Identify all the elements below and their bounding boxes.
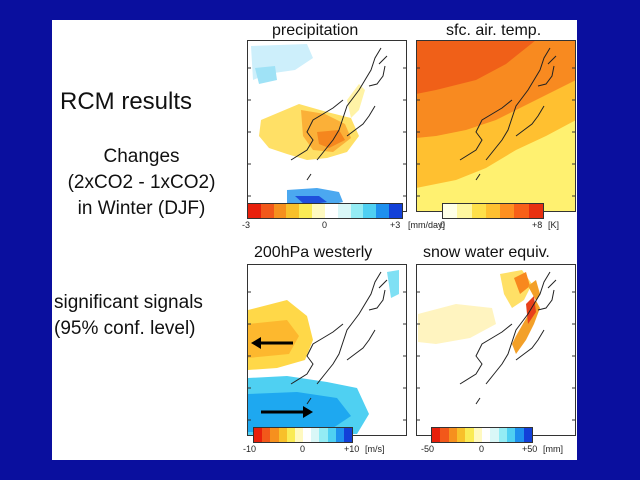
colorbar-swatch	[324, 204, 338, 218]
colorbar-swatch	[260, 204, 274, 218]
colorbar-swatch	[515, 428, 524, 442]
panel-title-200hpa-westerly: 200hPa westerly	[254, 244, 373, 261]
cb2-unit-label: [K]	[548, 220, 560, 230]
colorbar-swatch	[432, 428, 441, 442]
colorbar-swatch	[327, 428, 336, 442]
cb1-unit-label: [mm/day]	[408, 220, 446, 230]
colorbar-swatch	[278, 428, 287, 442]
colorbar-swatch	[319, 428, 328, 442]
cb1-zero-label: 0	[322, 220, 328, 230]
cb4-unit-label: [mm]	[543, 444, 563, 454]
coastline	[459, 47, 557, 181]
coastline	[290, 47, 388, 181]
colorbar-200hpa-westerly	[253, 427, 353, 443]
subtitle-line-3: in Winter (DJF)	[77, 198, 206, 219]
experiment-description: Changes (2xCO2 - 1xCO2) in Winter (DJF)	[54, 144, 229, 222]
signal-line-1: significant signals	[54, 292, 203, 313]
cb3-min-label: -10	[243, 444, 257, 454]
map-precipitation	[247, 40, 407, 212]
colorbar-swatch	[335, 428, 344, 442]
colorbar-swatch	[350, 204, 364, 218]
map-sfc-air-temp	[416, 40, 576, 212]
colorbar-swatch	[481, 428, 491, 442]
map-200hpa-westerly	[247, 264, 407, 436]
colorbar-swatch	[343, 428, 353, 442]
colorbar-swatch	[471, 204, 486, 218]
slide-title: RCM results	[60, 88, 193, 115]
cb3-unit-label: [m/s]	[365, 444, 385, 454]
colorbar-swatch	[294, 428, 304, 442]
cb1-max-label: +3	[390, 220, 401, 230]
cb3-zero-label: 0	[300, 444, 306, 454]
panel-title-sfc-air-temp: sfc. air. temp.	[446, 22, 542, 39]
cb2-min-label: 0	[440, 220, 446, 230]
colorbar-swatch	[376, 204, 390, 218]
cb1-min-label: -3	[242, 220, 251, 230]
colorbar-swatch	[457, 204, 472, 218]
colorbar-swatch	[254, 428, 263, 442]
slide: RCM results Changes (2xCO2 - 1xCO2) in W…	[52, 20, 577, 460]
colorbar-swatch	[498, 428, 507, 442]
map-snow-water-equiv	[416, 264, 576, 436]
colorbar-swatch	[500, 204, 515, 218]
colorbar-swatch	[443, 204, 458, 218]
panel-title-snow-water-equiv: snow water equiv.	[423, 244, 550, 261]
colorbar-swatch	[473, 428, 482, 442]
colorbar-precipitation	[247, 203, 403, 219]
colorbar-swatch	[528, 204, 543, 218]
coastline	[459, 271, 557, 405]
colorbar-swatch	[363, 204, 377, 218]
colorbar-swatch	[465, 428, 474, 442]
significance-note: significant signals (95% conf. level)	[54, 290, 203, 342]
colorbar-snow-water-equiv	[431, 427, 533, 443]
colorbar-swatch	[490, 428, 499, 442]
colorbar-swatch	[311, 428, 320, 442]
cb4-min-label: -50	[421, 444, 435, 454]
colorbar-swatch	[303, 428, 312, 442]
colorbar-swatch	[312, 204, 325, 218]
cb4-zero-label: 0	[479, 444, 485, 454]
cb2-max-label: +8	[532, 220, 543, 230]
colorbar-swatch	[248, 204, 261, 218]
subtitle-line-1: Changes	[103, 146, 180, 167]
colorbar-swatch	[456, 428, 466, 442]
cb4-max-label: +50	[522, 444, 538, 454]
colorbar-swatch	[448, 428, 457, 442]
subtitle-line-2: (2xCO2 - 1xCO2)	[67, 172, 216, 193]
colorbar-swatch	[506, 428, 516, 442]
colorbar-sfc-air-temp	[442, 203, 544, 219]
coastline	[290, 271, 388, 405]
colorbar-swatch	[440, 428, 449, 442]
colorbar-swatch	[270, 428, 279, 442]
signal-line-2: (95% conf. level)	[54, 318, 196, 339]
colorbar-swatch	[523, 428, 532, 442]
colorbar-swatch	[299, 204, 313, 218]
colorbar-swatch	[485, 204, 501, 218]
colorbar-swatch	[389, 204, 402, 218]
colorbar-swatch	[286, 204, 300, 218]
colorbar-swatch	[273, 204, 287, 218]
colorbar-swatch	[337, 204, 351, 218]
colorbar-swatch	[262, 428, 271, 442]
colorbar-swatch	[514, 204, 529, 218]
cb3-max-label: +10	[344, 444, 360, 454]
panel-title-precipitation: precipitation	[272, 22, 359, 39]
colorbar-swatch	[286, 428, 295, 442]
